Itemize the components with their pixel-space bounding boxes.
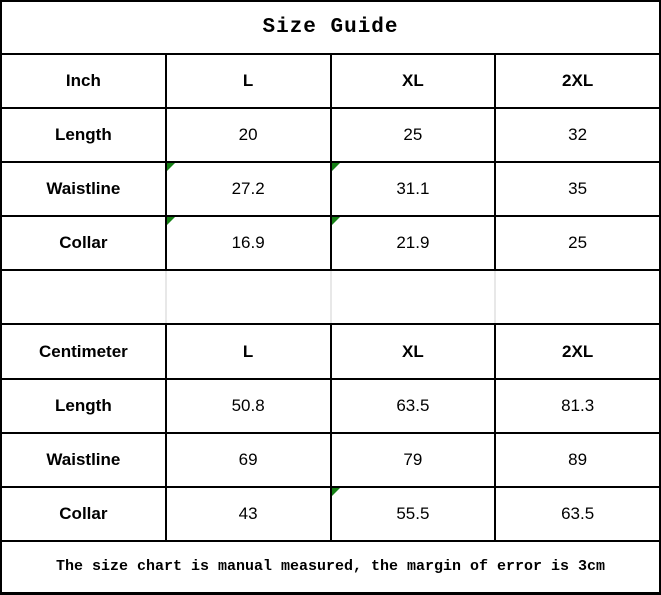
inch-length-2xl: 32 — [494, 107, 661, 164]
table-row: Length 50.8 63.5 81.3 — [0, 377, 661, 434]
cm-waistline-xl: 79 — [329, 431, 497, 488]
cm-waistline-2xl: 89 — [494, 431, 661, 488]
cm-unit-header: Centimeter — [0, 323, 167, 380]
cm-collar-l: 43 — [164, 485, 332, 542]
inch-header-row: Inch L XL 2XL — [0, 53, 661, 110]
title-row: Size Guide — [0, 0, 661, 56]
inch-length-label: Length — [0, 107, 167, 164]
cm-length-xl: 63.5 — [329, 377, 497, 434]
footer-row: The size chart is manual measured, the m… — [0, 539, 661, 595]
inch-collar-2xl: 25 — [494, 215, 661, 272]
cm-header-row: Centimeter L XL 2XL — [0, 323, 661, 380]
inch-waistline-l: 27.2 — [164, 161, 332, 218]
cm-collar-xl: 55.5 — [329, 485, 497, 542]
cm-waistline-label: Waistline — [0, 431, 167, 488]
spacer-cell — [329, 269, 497, 326]
inch-waistline-xl: 31.1 — [329, 161, 497, 218]
cm-length-label: Length — [0, 377, 167, 434]
table-row: Waistline 27.2 31.1 35 — [0, 161, 661, 218]
cm-size-header-xl: XL — [329, 323, 497, 380]
inch-size-header-2xl: 2XL — [494, 53, 661, 110]
spacer-cell — [0, 269, 167, 326]
spacer-row — [0, 269, 661, 326]
cm-collar-2xl: 63.5 — [494, 485, 661, 542]
inch-length-l: 20 — [164, 107, 332, 164]
spacer-cell — [164, 269, 332, 326]
cm-size-header-l: L — [164, 323, 332, 380]
table-row: Waistline 69 79 89 — [0, 431, 661, 488]
page-title: Size Guide — [0, 0, 661, 56]
inch-collar-label: Collar — [0, 215, 167, 272]
inch-unit-header: Inch — [0, 53, 167, 110]
cm-length-l: 50.8 — [164, 377, 332, 434]
cm-waistline-l: 69 — [164, 431, 332, 488]
inch-length-xl: 25 — [329, 107, 497, 164]
inch-collar-xl: 21.9 — [329, 215, 497, 272]
table-row: Length 20 25 32 — [0, 107, 661, 164]
inch-waistline-label: Waistline — [0, 161, 167, 218]
spacer-cell — [494, 269, 661, 326]
cm-length-2xl: 81.3 — [494, 377, 661, 434]
inch-size-header-xl: XL — [329, 53, 497, 110]
table-row: Collar 16.9 21.9 25 — [0, 215, 661, 272]
table-row: Collar 43 55.5 63.5 — [0, 485, 661, 542]
cm-collar-label: Collar — [0, 485, 167, 542]
inch-collar-l: 16.9 — [164, 215, 332, 272]
inch-waistline-2xl: 35 — [494, 161, 661, 218]
inch-size-header-l: L — [164, 53, 332, 110]
cm-size-header-2xl: 2XL — [494, 323, 661, 380]
footer-note: The size chart is manual measured, the m… — [0, 539, 661, 595]
